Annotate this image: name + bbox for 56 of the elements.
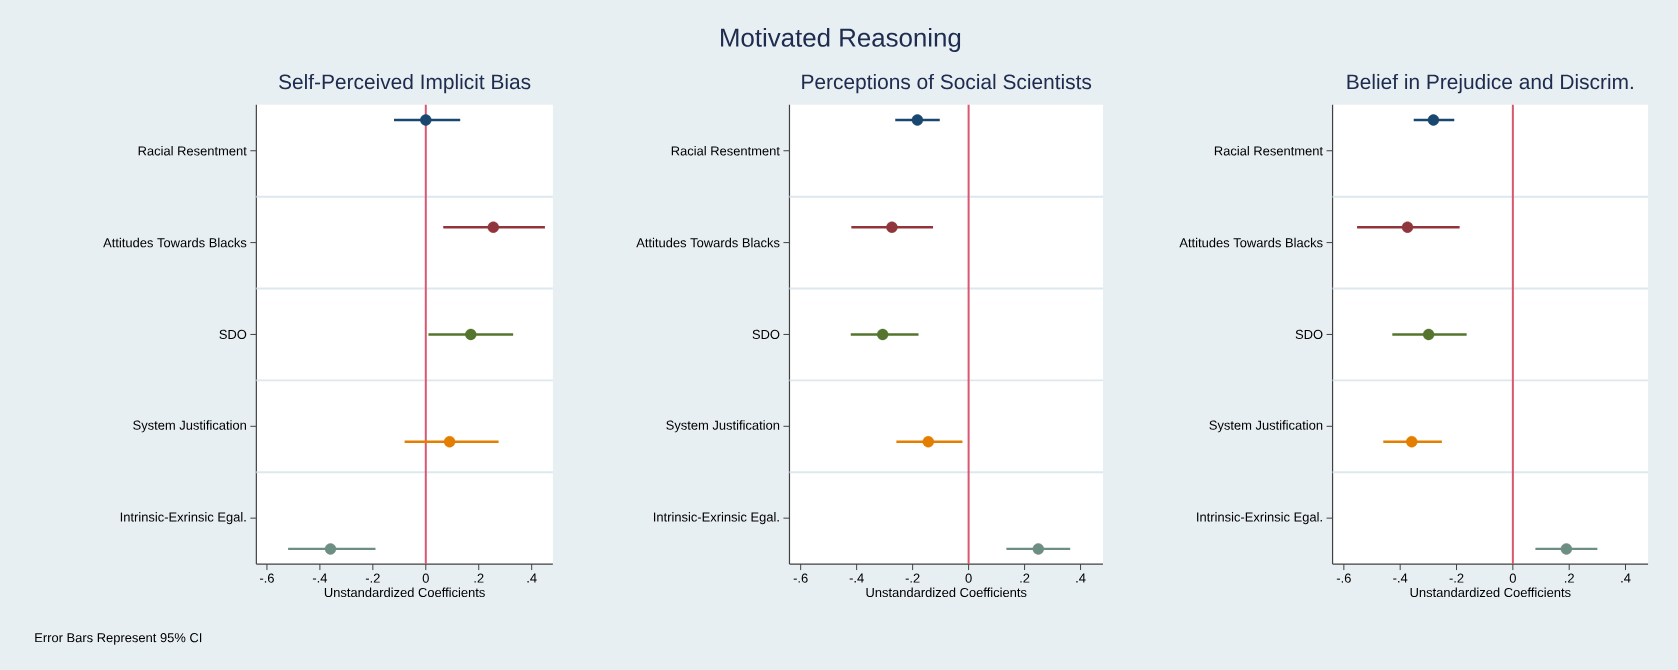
y-tick-label: SDO xyxy=(1295,329,1323,340)
point xyxy=(324,543,337,555)
x-tick-label: .4 xyxy=(1621,573,1631,583)
y-tick-label: Attitudes Towards Blacks xyxy=(103,237,247,248)
x-tick-label: .2 xyxy=(1020,573,1030,583)
y-tick-label: System Justification xyxy=(133,420,246,433)
y-tick-label: Racial Resentment xyxy=(138,146,247,156)
x-tick-label: -.6 xyxy=(259,573,274,583)
point xyxy=(1401,221,1414,233)
x-tick-label: -.6 xyxy=(1336,573,1351,583)
x-tick-label: -.2 xyxy=(365,573,380,583)
x-tick-label: -.4 xyxy=(312,573,328,583)
point xyxy=(1032,543,1044,555)
chart-title: Perceptions of Social Scientists xyxy=(802,73,1092,94)
text: Error Bars Represent 95% CI xyxy=(35,633,202,645)
x-tick-label: -.4 xyxy=(1393,573,1408,583)
point xyxy=(922,436,934,448)
y-tick-label: Intrinsic-Exrinsic Egal. xyxy=(120,512,246,525)
y-tick-label: Attitudes Towards Blacks xyxy=(636,237,780,248)
y-tick-label: Racial Resentment xyxy=(1214,146,1323,156)
x-axis-title: Unstandardized Coefficients xyxy=(1410,587,1571,598)
x-tick-label: -.2 xyxy=(1449,573,1464,583)
y-tick-label: Racial Resentment xyxy=(671,146,780,156)
y-tick-label: Intrinsic-Exrinsic Egal. xyxy=(1197,512,1322,525)
x-tick-label: .2 xyxy=(474,573,484,583)
x-tick-label: .4 xyxy=(1076,573,1086,583)
y-tick-label: Intrinsic-Exrinsic Egal. xyxy=(653,512,779,525)
y-tick-label: System Justification xyxy=(666,420,780,433)
x-tick-label: 0 xyxy=(422,573,429,583)
point xyxy=(1427,114,1440,126)
y-tick-label: SDO xyxy=(219,329,247,340)
chart-title: Self-Perceived Implicit Bias xyxy=(279,73,531,94)
point xyxy=(1422,328,1435,341)
x-tick-label: .2 xyxy=(1564,573,1574,583)
x-axis-title: Unstandardized Coefficients xyxy=(324,587,485,598)
x-tick-label: -.2 xyxy=(905,573,920,583)
point xyxy=(1560,543,1573,555)
chart-title: Belief in Prejudice and Discrim. xyxy=(1347,73,1633,94)
point xyxy=(487,221,499,233)
point xyxy=(443,436,456,448)
point xyxy=(420,114,432,126)
x-tick-label: .4 xyxy=(527,573,537,583)
point xyxy=(876,328,889,341)
y-tick-label: SDO xyxy=(752,329,780,340)
point xyxy=(911,114,924,126)
x-tick-label: 0 xyxy=(1509,573,1516,583)
y-tick-label: Attitudes Towards Blacks xyxy=(1179,237,1323,248)
y-tick-label: System Justification xyxy=(1209,420,1323,433)
x-tick-label: -.6 xyxy=(793,573,808,583)
x-tick-label: -.4 xyxy=(849,573,864,583)
point xyxy=(465,328,477,341)
point xyxy=(886,221,898,233)
point xyxy=(1406,436,1418,448)
x-axis-title: Unstandardized Coefficients xyxy=(866,587,1027,598)
text: Motivated Reasoning xyxy=(721,27,961,53)
x-tick-label: 0 xyxy=(965,573,972,583)
